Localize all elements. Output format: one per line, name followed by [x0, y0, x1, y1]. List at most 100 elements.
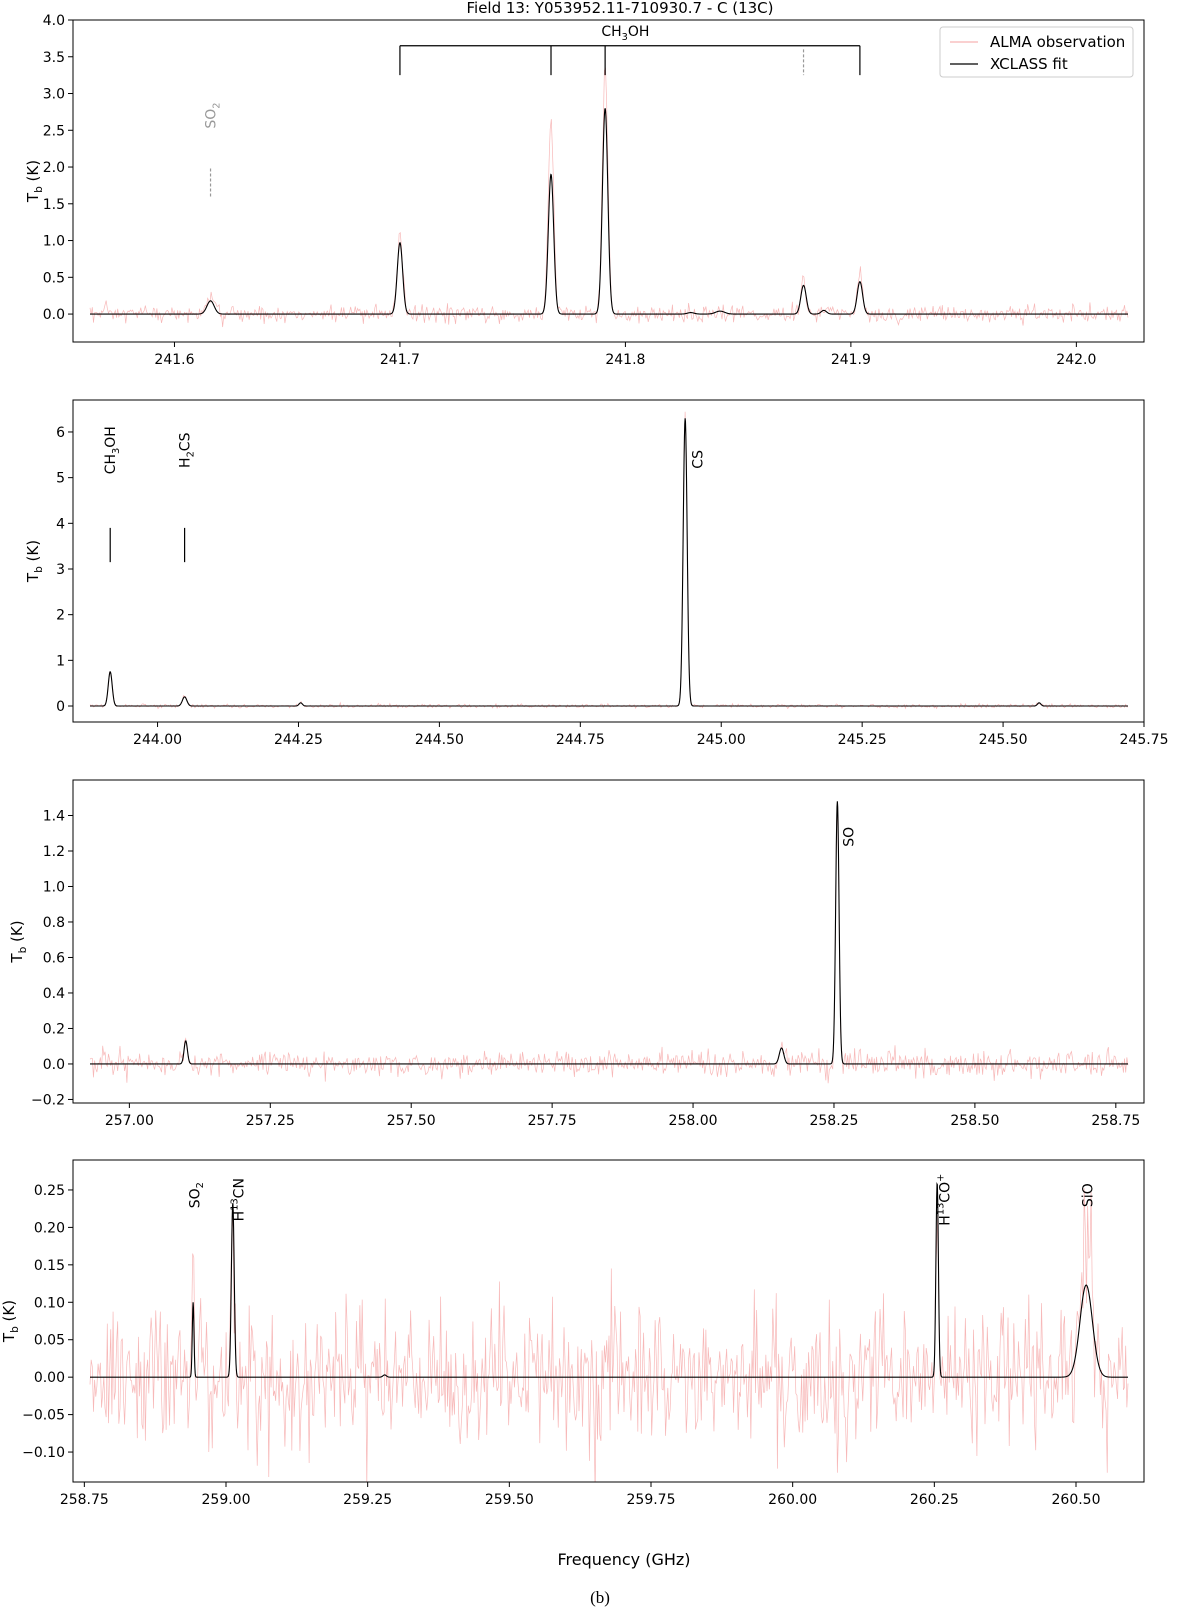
axes-frame [72, 1159, 1145, 1483]
molecule-label: Tb (K) [0, 1300, 21, 1343]
x-tick-label: 258.25 [809, 1113, 858, 1129]
x-tick-label: 259.00 [202, 1492, 251, 1508]
fit-series [90, 418, 1128, 707]
legend-label: XCLASS fit [990, 55, 1068, 73]
y-tick-label: 0.0 [43, 307, 65, 323]
spectrum-panel-1: 241.6 241.7 241.8 241.9 242.0 0.0 0.5 1.0 1.5 2.0… [24, 13, 1145, 368]
x-tick-label: 242.0 [1056, 352, 1096, 368]
line-annotation: SiO [1080, 1183, 1096, 1207]
x-tick-label: 241.7 [380, 352, 420, 368]
y-tick-label: 6 [56, 425, 65, 441]
y-tick-label: 3 [56, 562, 65, 578]
y-tick-label: −0.2 [31, 1092, 65, 1108]
line-annotation: H13CO+ [936, 1174, 954, 1226]
x-tick-label: 244.25 [274, 732, 323, 748]
molecule-label: Tb (K) [8, 920, 29, 963]
molecule-label: CS [691, 450, 707, 469]
molecule-label: SiO [1080, 1183, 1096, 1207]
x-tick-label: 259.25 [343, 1492, 392, 1508]
x-tick-label: 257.25 [246, 1113, 295, 1129]
molecule-label: CH3OH [601, 24, 649, 43]
y-tick-label: 1.0 [43, 234, 65, 250]
y-tick-label: 2.5 [43, 123, 65, 139]
y-tick-label: 4.0 [43, 13, 65, 29]
y-tick-label: 1.2 [43, 844, 65, 860]
x-tick-label: 259.50 [485, 1492, 534, 1508]
y-tick-label: 1.4 [43, 808, 65, 824]
y-tick-label: 0.6 [43, 950, 65, 966]
x-tick-label: 244.00 [133, 732, 182, 748]
line-annotation: SO2 [187, 1182, 206, 1208]
x-tick-label: 241.9 [831, 352, 871, 368]
x-tick-label: 244.50 [415, 732, 464, 748]
x-tick-label: 258.75 [1091, 1113, 1140, 1129]
y-tick-label: 0 [56, 699, 65, 715]
line-annotation: H13CN [230, 1178, 248, 1221]
observation-series [89, 802, 1129, 1084]
legend: ALMA observation XCLASS fit [939, 26, 1134, 78]
x-tick-label: 241.8 [605, 352, 645, 368]
spectrum-panel-2: 244.00 244.25 244.50 244.75 245.00 245.25 245.… [24, 399, 1169, 748]
y-tick-label: 0.4 [43, 986, 65, 1002]
axes-frame [72, 19, 1145, 343]
y-tick-label: −0.05 [22, 1408, 65, 1424]
x-tick-label: 257.75 [528, 1113, 577, 1129]
x-tick-label: 260.25 [910, 1492, 959, 1508]
y-tick-label: −0.10 [22, 1445, 65, 1461]
observation-series [89, 1188, 1129, 1482]
x-tick-label: 245.75 [1120, 732, 1169, 748]
x-tick-label: 260.50 [1052, 1492, 1101, 1508]
line-annotation: CH3OH [103, 426, 122, 563]
observation-series [89, 411, 1129, 710]
x-axis-label: Frequency (GHz) [557, 1550, 690, 1569]
y-tick-label: 0.2 [43, 1021, 65, 1037]
y-tick-label: 0.8 [43, 915, 65, 931]
y-tick-label: 3.5 [43, 50, 65, 66]
spectrum-panel-4: 258.75 259.00 259.25 259.50 259.75 260.00 260.… [0, 1159, 1145, 1508]
x-tick-label: 245.50 [979, 732, 1028, 748]
x-tick-label: 258.00 [669, 1113, 718, 1129]
molecule-label: H13CN [230, 1178, 248, 1221]
molecule-label: H13CO+ [936, 1174, 954, 1226]
y-tick-label: 1 [56, 653, 65, 669]
y-tick-label: 1.5 [43, 197, 65, 213]
spectrum-panel-3: 257.00 257.25 257.50 257.75 258.00 258.25 258.… [8, 779, 1145, 1129]
molecule-label: CH3OH [103, 426, 122, 474]
y-tick-label: 0.25 [34, 1183, 65, 1199]
axes-frame [72, 399, 1145, 723]
legend-box [939, 26, 1134, 78]
fit-series [90, 108, 1128, 315]
y-tick-label: 0.20 [34, 1220, 65, 1236]
x-tick-label: 257.50 [387, 1113, 436, 1129]
legend-label: ALMA observation [990, 33, 1125, 51]
y-tick-label: 4 [56, 516, 65, 532]
y-tick-label: 3.0 [43, 87, 65, 103]
y-tick-label: 0.05 [34, 1333, 65, 1349]
y-tick-label: 1.0 [43, 879, 65, 895]
line-annotation: SO [842, 827, 858, 847]
x-tick-label: 245.00 [697, 732, 746, 748]
axes-frame [72, 779, 1145, 1104]
line-annotation: CS [691, 450, 707, 469]
x-tick-label: 260.00 [768, 1492, 817, 1508]
molecule-label: Tb (K) [24, 160, 45, 203]
molecule-label: SO [842, 827, 858, 847]
y-tick-label: 0.5 [43, 270, 65, 286]
y-tick-label: 0.00 [34, 1370, 65, 1386]
molecule-label: Tb (K) [24, 540, 45, 583]
y-tick-label: 2 [56, 608, 65, 624]
figure-title: Field 13: Y053952.11-710930.7 - C (13C) [466, 0, 773, 17]
y-tick-label: 0.15 [34, 1258, 65, 1274]
x-tick-label: 258.75 [60, 1492, 109, 1508]
x-tick-label: 245.25 [838, 732, 887, 748]
observation-series [89, 67, 1129, 328]
molecule-label: SO2 [187, 1182, 206, 1208]
y-tick-label: 0.10 [34, 1295, 65, 1311]
x-tick-label: 258.50 [950, 1113, 999, 1129]
molecule-label: H2CS [178, 432, 197, 468]
molecule-label: SO2 [204, 103, 223, 129]
line-annotation: H2CS [178, 432, 197, 563]
x-tick-label: 241.6 [154, 352, 194, 368]
x-tick-label: 244.75 [556, 732, 605, 748]
